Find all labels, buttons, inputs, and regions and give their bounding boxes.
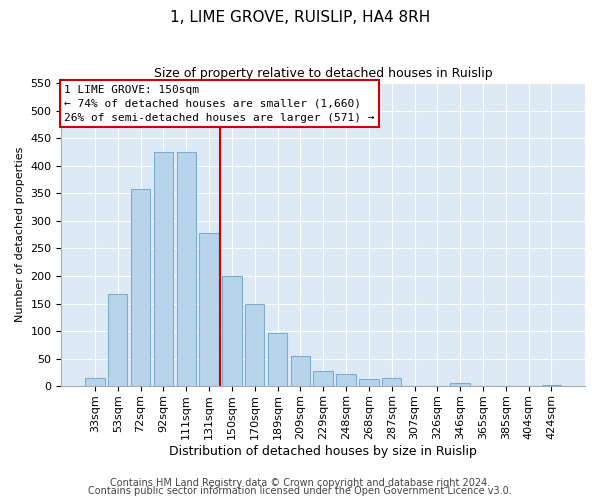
Bar — [199, 233, 219, 386]
Bar — [337, 374, 356, 386]
Bar — [176, 152, 196, 386]
Bar — [313, 370, 333, 386]
Bar — [451, 384, 470, 386]
Bar — [154, 152, 173, 386]
Title: Size of property relative to detached houses in Ruislip: Size of property relative to detached ho… — [154, 68, 493, 80]
Bar — [290, 356, 310, 386]
Bar — [382, 378, 401, 386]
Bar — [85, 378, 104, 386]
Text: 1 LIME GROVE: 150sqm
← 74% of detached houses are smaller (1,660)
26% of semi-de: 1 LIME GROVE: 150sqm ← 74% of detached h… — [64, 84, 374, 122]
Bar — [542, 384, 561, 386]
Bar — [245, 304, 265, 386]
Bar — [131, 190, 150, 386]
Bar — [108, 294, 127, 386]
Text: Contains public sector information licensed under the Open Government Licence v3: Contains public sector information licen… — [88, 486, 512, 496]
Text: Contains HM Land Registry data © Crown copyright and database right 2024.: Contains HM Land Registry data © Crown c… — [110, 478, 490, 488]
Bar — [222, 276, 242, 386]
Bar — [359, 379, 379, 386]
X-axis label: Distribution of detached houses by size in Ruislip: Distribution of detached houses by size … — [169, 444, 477, 458]
Y-axis label: Number of detached properties: Number of detached properties — [15, 147, 25, 322]
Text: 1, LIME GROVE, RUISLIP, HA4 8RH: 1, LIME GROVE, RUISLIP, HA4 8RH — [170, 10, 430, 25]
Bar — [268, 332, 287, 386]
